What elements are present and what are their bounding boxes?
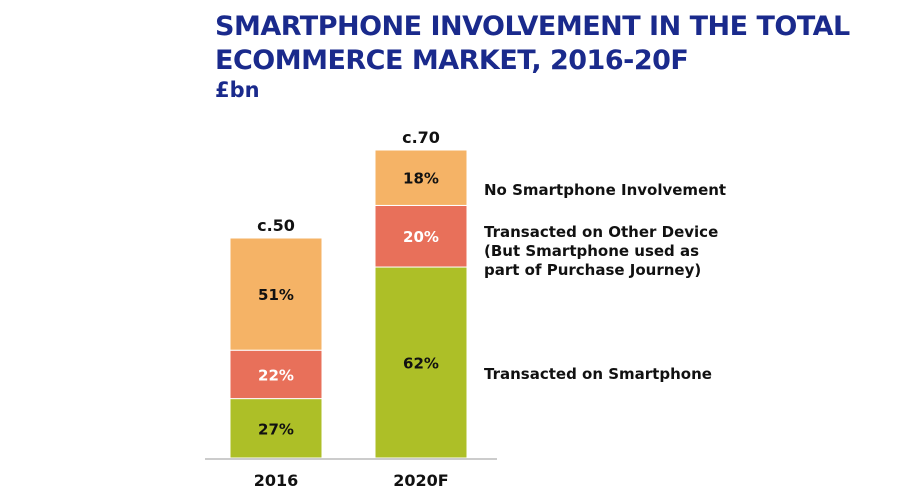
bar-segment <box>374 266 468 459</box>
bar-segment <box>374 149 468 206</box>
legend-other-device: Transacted on Other Device (But Smartpho… <box>484 223 718 280</box>
bar-segment <box>229 349 323 400</box>
bar-segment <box>229 398 323 459</box>
chart-title: SMARTPHONE INVOLVEMENT IN THE TOTAL ECOM… <box>215 10 850 78</box>
segment-label: 20% <box>403 228 439 246</box>
segment-label: 22% <box>258 366 294 384</box>
segment-label: 51% <box>258 286 294 304</box>
segment-label: 18% <box>403 170 439 188</box>
category-label: 2016 <box>254 471 299 490</box>
bar-segment <box>374 204 468 268</box>
segment-label: 27% <box>258 420 294 438</box>
legend-other-device-line2: (But Smartphone used as <box>484 242 700 260</box>
segment-label: 62% <box>403 355 439 373</box>
legend-other-device-line1: Transacted on Other Device <box>484 223 719 241</box>
legend-no-smartphone: No Smartphone Involvement <box>484 181 727 199</box>
total-label: c.50 <box>257 216 295 235</box>
legend-other-device-line3: part of Purchase Journey) <box>484 261 702 279</box>
legend-smartphone: Transacted on Smartphone <box>484 365 712 383</box>
chart-title-line2: ECOMMERCE MARKET, 2016-20F <box>215 45 689 76</box>
category-label: 2020F <box>393 471 448 490</box>
chart-unit: £bn <box>215 78 260 102</box>
chart-title-line1: SMARTPHONE INVOLVEMENT IN THE TOTAL <box>215 11 850 42</box>
bar-segment <box>229 237 323 351</box>
total-label: c.70 <box>402 128 440 147</box>
